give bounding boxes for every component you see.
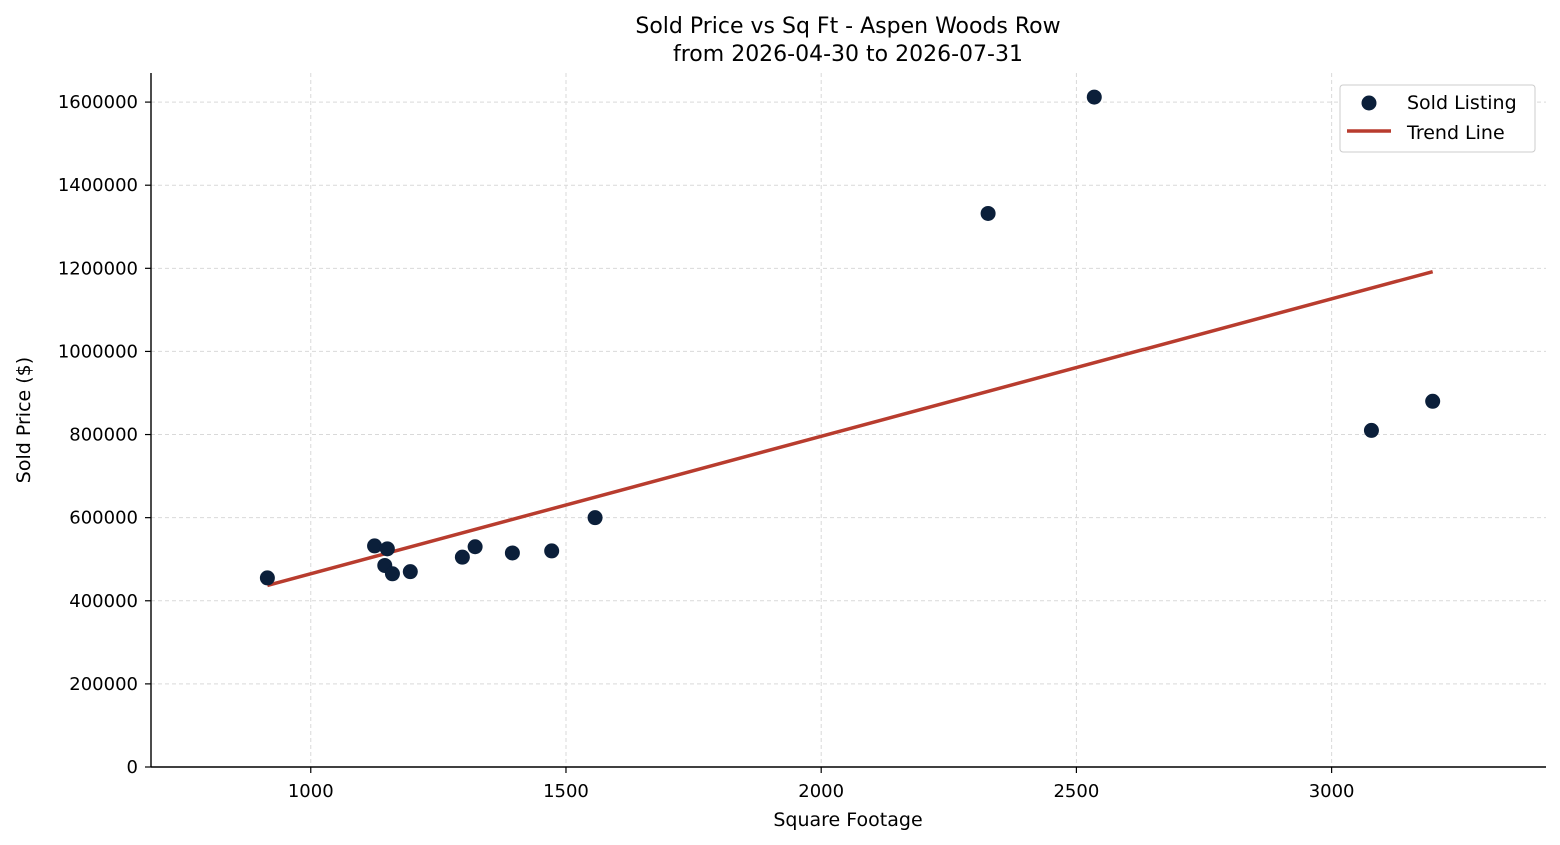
legend-label-sold-listing: Sold Listing [1407,92,1517,114]
chart-subtitle: from 2026-04-30 to 2026-07-31 [673,42,1023,67]
data-point [980,205,996,221]
x-tick-label: 1000 [288,781,334,802]
data-point [1363,422,1379,438]
chart-title: Sold Price vs Sq Ft - Aspen Woods Row [635,14,1060,39]
x-axis-label: Square Footage [773,809,922,831]
legend-label-trend-line: Trend Line [1406,122,1505,144]
data-point [454,549,470,565]
y-tick-label: 600000 [69,508,138,529]
trend-line-layer [266,269,1434,588]
y-axis-ticks: 0 200000 400000 600000 800000 1000000 1200000 1… [58,92,151,778]
legend-marker-sold-listing [1361,95,1377,111]
data-point [379,541,395,557]
scatter-points [259,89,1441,586]
y-tick-label: 800000 [69,425,138,446]
x-tick-label: 2500 [1053,781,1099,802]
data-point [367,538,383,554]
data-point [587,510,603,526]
data-point [402,564,418,580]
y-tick-label: 1600000 [58,92,138,113]
data-point [467,539,483,555]
trend-line [266,269,1434,588]
y-tick-label: 1400000 [58,175,138,196]
y-tick-label: 0 [127,757,138,778]
y-tick-label: 400000 [69,591,138,612]
x-axis-ticks: 1000 1500 2000 2500 3000 [288,767,1355,802]
y-tick-label: 200000 [69,674,138,695]
legend-frame [1339,84,1536,153]
legend: Sold Listing Trend Line [1339,84,1536,153]
x-tick-label: 1500 [543,781,589,802]
grid-lines [151,73,1546,768]
data-point [504,545,520,561]
data-point [1425,393,1441,409]
x-tick-label: 3000 [1309,781,1355,802]
data-point [1086,89,1102,105]
data-point [544,543,560,559]
data-point [384,566,400,582]
y-axis-label: Sold Price ($) [13,357,35,483]
y-tick-label: 1000000 [58,341,138,362]
data-point [259,570,275,586]
x-tick-label: 2000 [798,781,844,802]
y-tick-label: 1200000 [58,258,138,279]
